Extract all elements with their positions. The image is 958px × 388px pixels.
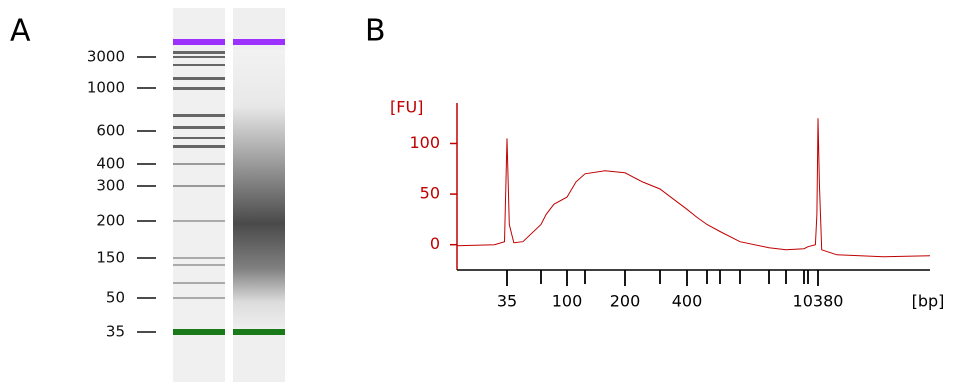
panel-label: B [365, 14, 386, 49]
upper-marker [173, 39, 225, 45]
x-tick-label: 10380 [793, 292, 844, 311]
upper-marker [233, 39, 285, 45]
y-tick-label: 0 [430, 234, 440, 253]
ladder-label: 35 [106, 323, 125, 341]
ladder-label: 3000 [87, 48, 125, 66]
y-axis-title: [FU] [390, 98, 423, 117]
sample-smear [233, 50, 285, 330]
ladder-label: 150 [96, 249, 125, 267]
x-axis-title: [bp] [912, 292, 945, 311]
ladder-label: 300 [96, 177, 125, 195]
figure: A B [FU] [bp] 30001000600400300200150503… [0, 0, 958, 384]
lower-marker [233, 329, 285, 335]
lower-marker [173, 329, 225, 335]
ladder-label: 50 [106, 289, 125, 307]
ladder-label: 200 [96, 212, 125, 230]
ladder-label: 1000 [87, 79, 125, 97]
gel-lanes [173, 8, 285, 382]
x-tick-label: 200 [610, 292, 641, 311]
ladder-label: 600 [96, 122, 125, 140]
ladder-label: 400 [96, 155, 125, 173]
y-tick-label: 50 [420, 184, 440, 203]
x-tick-label: 400 [672, 292, 703, 311]
panel-label: A [10, 14, 31, 49]
x-tick-label: 35 [497, 292, 517, 311]
y-tick-label: 100 [409, 133, 440, 152]
x-tick-label: 100 [552, 292, 583, 311]
trace [457, 118, 930, 257]
